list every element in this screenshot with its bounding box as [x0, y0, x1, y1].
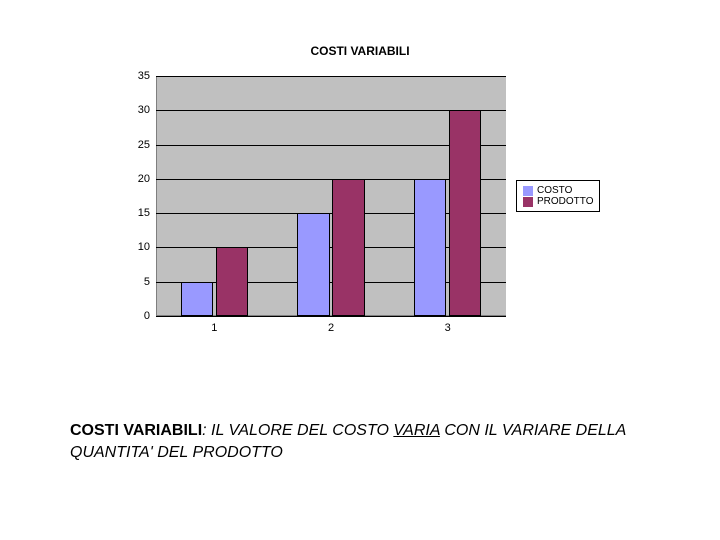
legend: COSTOPRODOTTO — [516, 180, 600, 212]
bar — [216, 247, 249, 316]
caption-text: COSTI VARIABILI: IL VALORE DEL COSTO VAR… — [70, 420, 670, 463]
legend-item: COSTO — [523, 185, 593, 196]
y-tick-label: 15 — [138, 207, 156, 219]
legend-label: PRODOTTO — [537, 196, 593, 207]
legend-swatch — [523, 186, 533, 196]
plot-area: 05101520253035123 — [156, 76, 506, 316]
caption-pre: IL VALORE DEL COSTO — [211, 422, 393, 439]
x-tick-label: 1 — [211, 316, 217, 334]
y-tick-label: 20 — [138, 173, 156, 185]
bar — [181, 282, 214, 316]
bar — [449, 110, 482, 316]
y-tick-label: 30 — [138, 104, 156, 116]
y-axis — [156, 76, 157, 316]
chart-title: COSTI VARIABILI — [120, 44, 600, 58]
bar — [414, 179, 447, 316]
y-tick-label: 0 — [144, 310, 156, 322]
chart-container: COSTI VARIABILI 05101520253035123 COSTOP… — [120, 30, 600, 350]
legend-item: PRODOTTO — [523, 196, 593, 207]
y-tick-label: 35 — [138, 70, 156, 82]
caption-emph: VARIA — [393, 422, 440, 439]
bar — [332, 179, 365, 316]
y-tick-label: 10 — [138, 241, 156, 253]
page: COSTI VARIABILI 05101520253035123 COSTOP… — [0, 0, 720, 540]
legend-swatch — [523, 197, 533, 207]
x-tick-label: 2 — [328, 316, 334, 334]
legend-label: COSTO — [537, 185, 572, 196]
y-tick-label: 5 — [144, 276, 156, 288]
caption-lead: COSTI VARIABILI — [70, 422, 202, 439]
x-tick-label: 3 — [445, 316, 451, 334]
y-tick-label: 25 — [138, 139, 156, 151]
gridline — [156, 76, 506, 77]
bar — [297, 213, 330, 316]
caption-sep: : — [202, 422, 211, 439]
